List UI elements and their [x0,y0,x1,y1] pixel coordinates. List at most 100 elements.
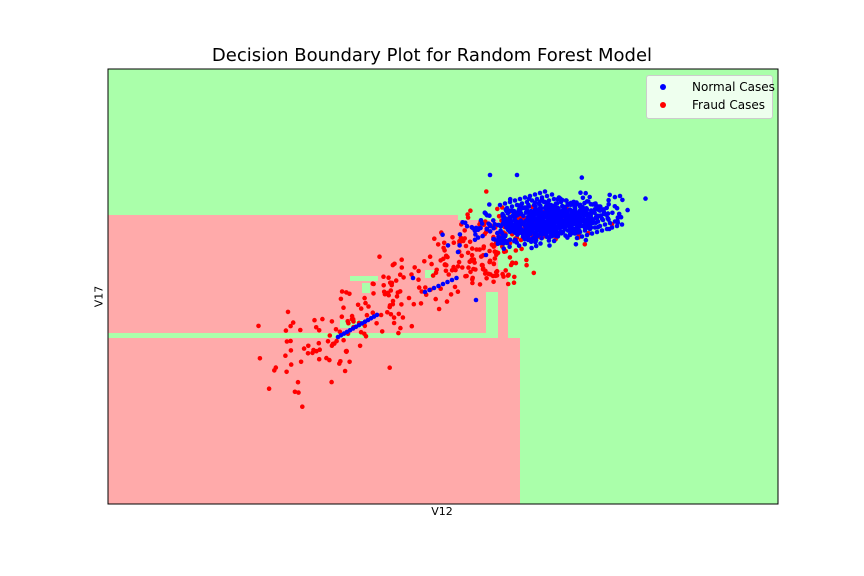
fraud-point [389,280,395,286]
fraud-point [397,289,403,294]
normal-point [522,195,528,200]
fraud-point [491,279,496,285]
normal-point [457,232,463,237]
fraud-point [334,338,339,344]
fraud-point [460,265,465,270]
normal-point [454,275,459,281]
region-normal-island [350,276,378,281]
normal-point [522,241,528,247]
fraud-point [450,235,455,240]
normal-point [570,201,576,206]
fraud-point [393,278,399,283]
fraud-point [381,289,387,295]
fraud-point [409,272,414,277]
fraud-point [422,259,427,264]
normal-point [566,217,572,223]
fraud-point [484,189,489,194]
fraud-point [416,268,421,274]
normal-point [580,223,586,229]
normal-point [607,220,613,226]
normal-point [586,211,592,217]
fraud-point [465,212,470,217]
normal-point [374,312,380,318]
normal-point [546,198,552,203]
normal-point [483,211,489,216]
normal-point [589,231,595,236]
normal-point [512,238,517,244]
normal-point [546,223,552,229]
normal-point [501,246,507,251]
region-normal-strip [108,333,478,338]
normal-point [537,216,543,221]
normal-point [557,210,563,215]
fraud-point [337,329,343,335]
fraud-point [362,295,367,301]
normal-point [543,204,549,209]
normal-point [472,237,478,243]
normal-point [573,220,579,226]
fraud-point [338,359,343,364]
normal-point [544,193,550,199]
fraud-point [256,323,261,329]
x-axis-label: V12 [431,505,453,518]
fraud-point [433,270,439,276]
normal-point [492,237,497,242]
normal-point [547,234,552,240]
normal-point [509,214,515,219]
normal-point [553,201,559,206]
normal-point [547,213,553,218]
fraud-point [477,282,483,287]
normal-point [519,227,524,232]
fraud-point [513,248,519,253]
normal-point [602,222,608,227]
fraud-point [296,390,301,395]
normal-point [457,243,462,248]
fraud-point [305,351,311,356]
fraud-point [363,334,369,339]
normal-point [529,237,534,242]
normal-point [544,219,550,224]
fraud-point [409,323,415,329]
normal-point [594,229,600,235]
normal-point [574,235,580,241]
normal-point [528,231,533,237]
fraud-point [288,338,293,344]
fraud-point [358,329,364,335]
fraud-point [341,305,346,311]
normal-point [440,281,446,287]
normal-point [604,205,609,211]
normal-point [565,228,571,233]
normal-point [579,175,585,180]
normal-point [577,204,583,209]
normal-point [643,196,648,201]
fraud-point [411,301,417,307]
normal-point [578,190,583,195]
normal-point [549,192,555,197]
normal-point [531,202,537,208]
normal-point [498,229,503,235]
fraud-point [272,368,277,373]
fraud-point [505,273,511,278]
normal-point [592,225,598,230]
normal-point [509,204,515,209]
normal-point [571,216,577,221]
region-normal-island [362,283,370,293]
normal-point [478,218,484,223]
fraud-point [257,356,263,361]
fraud-point [469,252,475,258]
normal-point [470,226,476,231]
chart-title: Decision Boundary Plot for Random Forest… [211,45,653,66]
normal-point [514,226,519,232]
fraud-point [505,281,511,287]
fraud-point [399,265,405,270]
fraud-point [582,242,588,247]
normal-point [524,199,530,205]
fraud-point [486,271,491,277]
fraud-point [468,269,473,275]
fraud-point [453,267,458,273]
fraud-point [487,258,493,264]
fraud-point [448,292,454,297]
fraud-point [370,281,376,287]
fraud-point [298,327,303,333]
normal-point [554,216,560,221]
